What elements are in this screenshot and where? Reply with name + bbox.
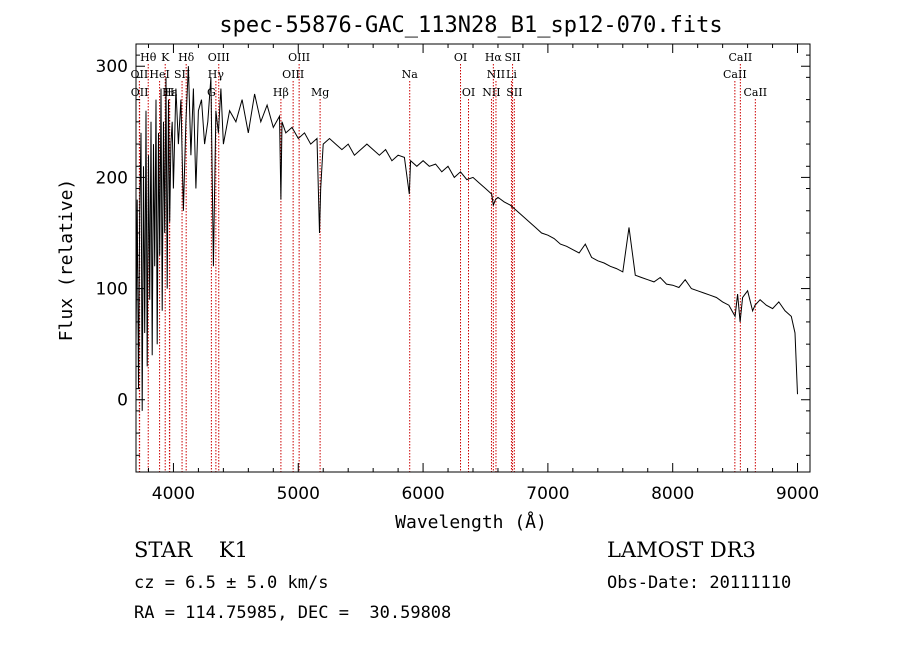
line-label: CaII bbox=[729, 51, 753, 64]
line-label: Hδ bbox=[178, 51, 195, 64]
x-tick-label: 7000 bbox=[526, 484, 569, 504]
line-label: SII bbox=[504, 51, 520, 64]
spectrum-line bbox=[135, 66, 798, 411]
line-label: Hγ bbox=[208, 68, 225, 81]
ra-dec-coordinates: RA = 114.75985, DEC = 30.59808 bbox=[134, 603, 452, 623]
line-label: OI bbox=[462, 86, 475, 99]
line-label: OIII bbox=[288, 51, 310, 64]
y-axis-label: Flux (relative) bbox=[56, 179, 77, 342]
line-label: Hθ bbox=[140, 51, 157, 64]
chart-title: spec-55876-GAC_113N28_B1_sp12-070.fits bbox=[219, 13, 722, 38]
line-label: SII bbox=[506, 86, 522, 99]
x-tick-label: 5000 bbox=[277, 484, 320, 504]
survey-name: LAMOST DR3 bbox=[607, 538, 756, 562]
x-tick-label: 4000 bbox=[152, 484, 195, 504]
line-label: OII bbox=[131, 86, 149, 99]
y-tick-label: 100 bbox=[96, 280, 128, 300]
line-label: CaII bbox=[743, 86, 767, 99]
y-axis-ticks: 0 100 200 300 bbox=[96, 54, 810, 456]
x-tick-label: 6000 bbox=[401, 484, 444, 504]
line-label: Li bbox=[506, 68, 517, 81]
line-label: CaII bbox=[723, 68, 747, 81]
line-label: K bbox=[161, 51, 170, 64]
line-label: NII bbox=[482, 86, 500, 99]
object-class: STAR K1 bbox=[134, 538, 248, 562]
line-label: H bbox=[165, 86, 175, 99]
observation-date: Obs-Date: 20111110 bbox=[607, 573, 792, 593]
y-tick-label: 0 bbox=[117, 391, 128, 411]
line-label: Na bbox=[402, 68, 419, 81]
line-label: Mg bbox=[311, 86, 329, 99]
line-label: HeI bbox=[149, 68, 169, 81]
x-axis-label: Wavelength (Å) bbox=[395, 511, 547, 533]
x-tick-label: 8000 bbox=[651, 484, 694, 504]
line-label: OII bbox=[131, 68, 149, 81]
line-label: NII bbox=[487, 68, 505, 81]
plot-frame bbox=[135, 43, 811, 473]
y-tick-label: 300 bbox=[96, 57, 128, 77]
y-tick-label: 200 bbox=[96, 168, 128, 188]
redshift-velocity: cz = 6.5 ± 5.0 km/s bbox=[134, 573, 329, 593]
line-label: Hβ bbox=[273, 86, 289, 99]
line-label: OIII bbox=[282, 68, 304, 81]
x-tick-label: 9000 bbox=[776, 484, 819, 504]
emission-line-markers bbox=[138, 64, 756, 472]
x-axis-ticks: 4000 5000 6000 7000 8000 9000 bbox=[147, 44, 819, 504]
line-label: OIII bbox=[208, 51, 230, 64]
line-label: OI bbox=[454, 51, 467, 64]
line-label: SII bbox=[174, 68, 190, 81]
line-label: Hα bbox=[485, 51, 503, 64]
